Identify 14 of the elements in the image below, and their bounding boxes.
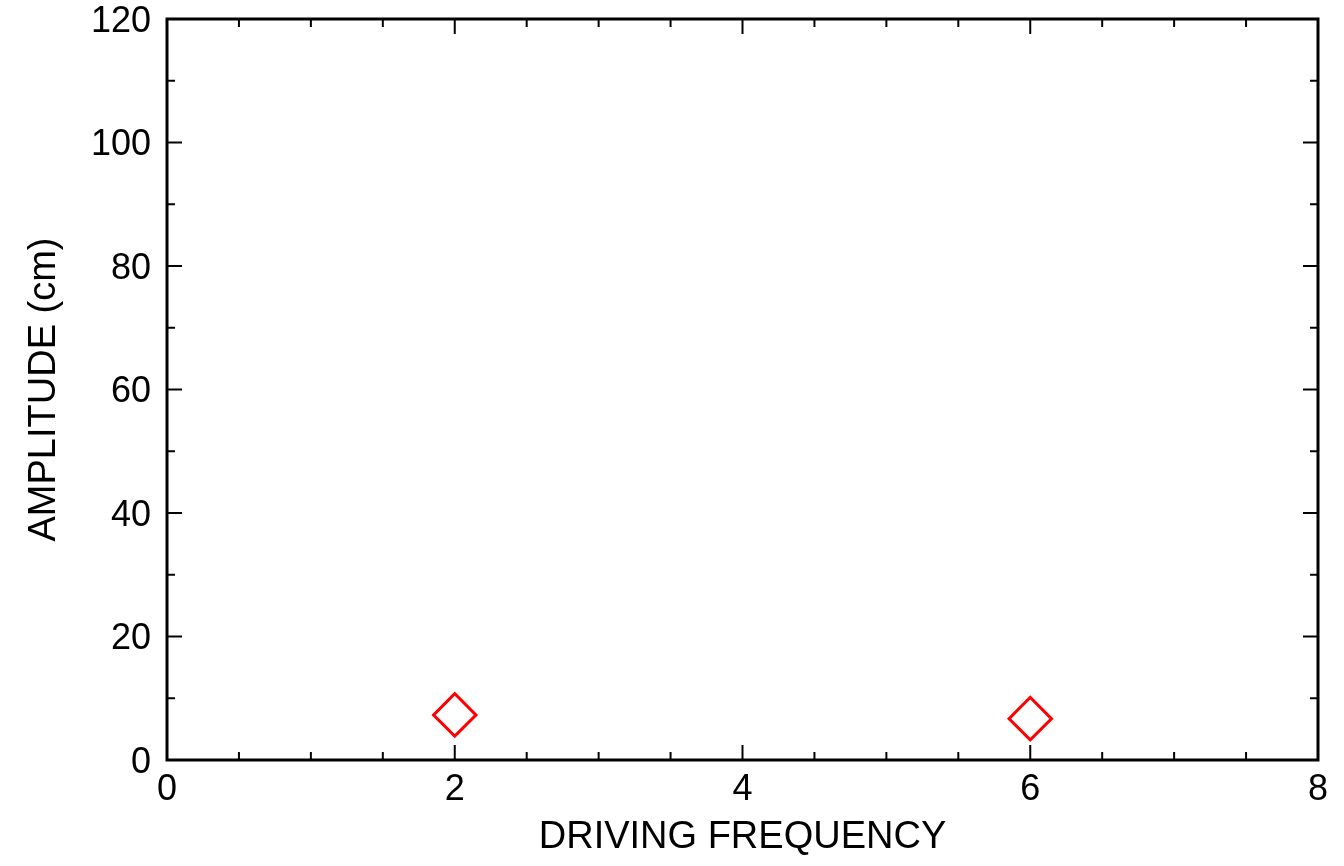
y-tick-label: 0 — [130, 739, 151, 781]
x-axis-title: DRIVING FREQUENCY — [538, 814, 947, 856]
y-tick-label: 120 — [90, 0, 151, 40]
x-tick-label: 8 — [1307, 767, 1329, 808]
y-tick-label: 80 — [110, 245, 151, 287]
y-tick-label: 20 — [110, 616, 151, 658]
x-tick-label: 6 — [1020, 767, 1041, 808]
y-tick-label: 100 — [90, 122, 151, 164]
y-axis-title: AMPLITUDE (cm) — [21, 237, 63, 542]
x-tick-label: 4 — [732, 767, 753, 808]
y-tick-label: 40 — [110, 492, 151, 534]
x-tick-label: 0 — [156, 767, 178, 808]
y-tick-label: 60 — [110, 369, 151, 411]
x-tick-label: 2 — [444, 767, 465, 808]
